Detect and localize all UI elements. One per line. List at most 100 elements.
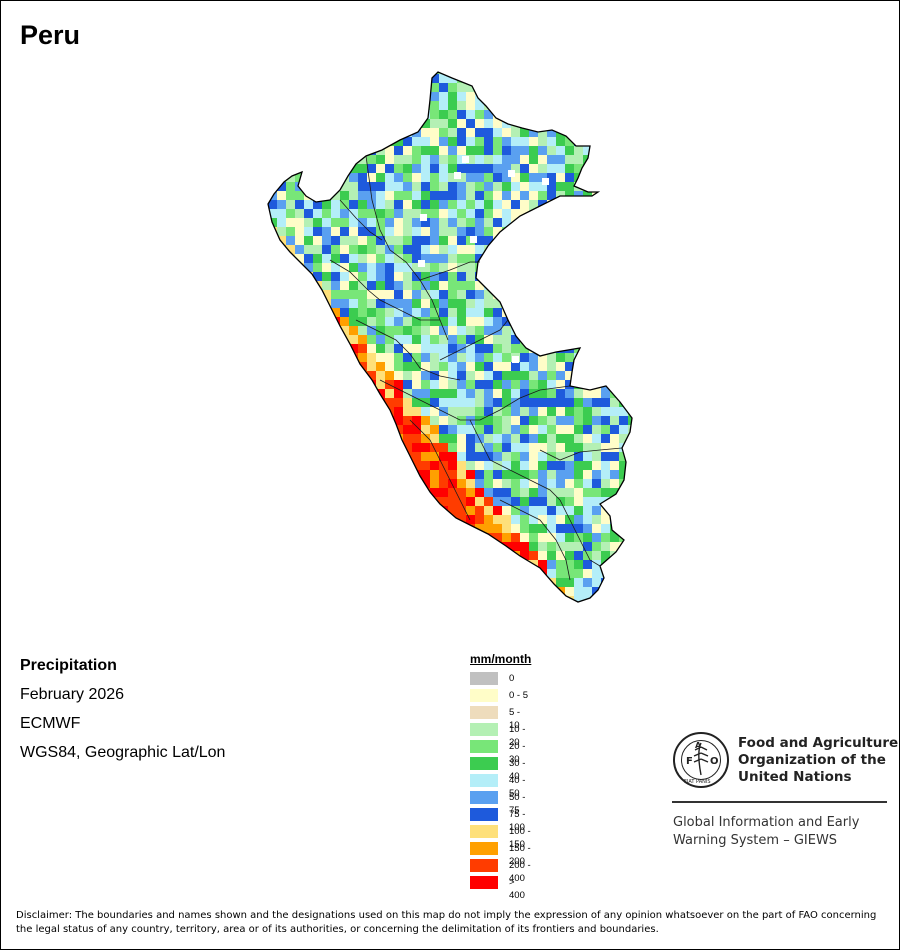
precipitation-cell (583, 578, 593, 588)
precipitation-cell (592, 236, 602, 246)
precipitation-cell (322, 209, 332, 219)
precipitation-cell (412, 380, 422, 390)
precipitation-cell (556, 398, 566, 408)
precipitation-cell (538, 119, 548, 129)
precipitation-cell (556, 164, 566, 174)
precipitation-cell (619, 83, 629, 93)
precipitation-cell (556, 74, 566, 84)
precipitation-cell (412, 200, 422, 210)
precipitation-cell (547, 92, 557, 102)
precipitation-cell (340, 137, 350, 147)
precipitation-cell (556, 110, 566, 120)
precipitation-cell (547, 362, 557, 372)
precipitation-cell (403, 596, 413, 602)
precipitation-cell (646, 299, 650, 308)
precipitation-cell (520, 515, 530, 525)
precipitation-cell (340, 416, 350, 426)
precipitation-cell (394, 191, 404, 201)
precipitation-cell (403, 443, 413, 453)
precipitation-cell (358, 146, 368, 156)
precipitation-cell (394, 560, 404, 570)
precipitation-cell (394, 164, 404, 174)
precipitation-cell (367, 542, 377, 552)
precipitation-cell (457, 155, 467, 165)
precipitation-cell (313, 263, 323, 273)
precipitation-cell (376, 137, 386, 147)
precipitation-cell (322, 200, 332, 210)
precipitation-cell (547, 245, 557, 255)
precipitation-cell (367, 425, 377, 435)
precipitation-cell (502, 434, 512, 444)
precipitation-cell (313, 353, 323, 363)
precipitation-cell (439, 299, 449, 309)
precipitation-cell (295, 317, 305, 327)
precipitation-cell (520, 398, 530, 408)
precipitation-cell (493, 362, 503, 372)
precipitation-cell (385, 101, 395, 111)
precipitation-cell (403, 380, 413, 390)
precipitation-cell (565, 560, 575, 570)
precipitation-cell (412, 551, 422, 561)
precipitation-cell (511, 146, 521, 156)
precipitation-cell (583, 344, 593, 354)
precipitation-cell (331, 353, 341, 363)
precipitation-cell (457, 452, 467, 462)
precipitation-cell (547, 254, 557, 264)
precipitation-cell (457, 290, 467, 300)
precipitation-cell (313, 488, 323, 498)
precipitation-cell (412, 326, 422, 336)
precipitation-cell (511, 542, 521, 552)
precipitation-cell (628, 371, 632, 381)
precipitation-cell (250, 263, 259, 272)
precipitation-cell (277, 344, 287, 354)
precipitation-cell (430, 128, 440, 138)
precipitation-cell (547, 335, 557, 345)
precipitation-cell (610, 470, 620, 480)
precipitation-cell (637, 344, 646, 353)
precipitation-cell (439, 416, 449, 426)
precipitation-cell (421, 578, 431, 588)
precipitation-cell (547, 119, 557, 129)
precipitation-cell (268, 497, 278, 507)
precipitation-cell (421, 569, 431, 579)
precipitation-cell (394, 578, 404, 588)
precipitation-cell (268, 461, 278, 471)
precipitation-cell (322, 308, 332, 318)
precipitation-cell (484, 299, 494, 309)
precipitation-cell (412, 146, 422, 156)
legend-swatch (470, 808, 498, 821)
precipitation-cell (250, 236, 259, 245)
precipitation-cell (457, 326, 467, 336)
precipitation-cell (376, 272, 386, 282)
precipitation-cell (619, 380, 629, 390)
precipitation-cell (376, 218, 386, 228)
precipitation-cell (340, 488, 350, 498)
precipitation-cell (637, 200, 646, 209)
precipitation-cell (385, 371, 395, 381)
precipitation-cell (331, 497, 341, 507)
precipitation-cell (610, 119, 620, 129)
precipitation-cell (547, 74, 557, 84)
precipitation-cell (448, 272, 458, 282)
precipitation-cell (520, 254, 530, 264)
precipitation-cell (457, 83, 467, 93)
precipitation-cell (313, 335, 323, 345)
precipitation-cell (358, 380, 368, 390)
precipitation-cell (610, 308, 620, 318)
precipitation-cell (628, 362, 632, 372)
precipitation-cell (583, 506, 593, 516)
precipitation-cell (493, 515, 503, 525)
precipitation-cell (340, 92, 350, 102)
precipitation-cell (457, 533, 467, 543)
precipitation-cell (358, 470, 368, 480)
precipitation-cell (394, 317, 404, 327)
precipitation-cell (646, 128, 650, 137)
precipitation-cell (268, 362, 269, 372)
precipitation-cell (502, 506, 512, 516)
precipitation-cell (268, 434, 278, 444)
precipitation-cell (520, 308, 530, 318)
precipitation-cell (439, 245, 449, 255)
precipitation-cell (412, 578, 422, 588)
precipitation-cell (304, 443, 314, 453)
